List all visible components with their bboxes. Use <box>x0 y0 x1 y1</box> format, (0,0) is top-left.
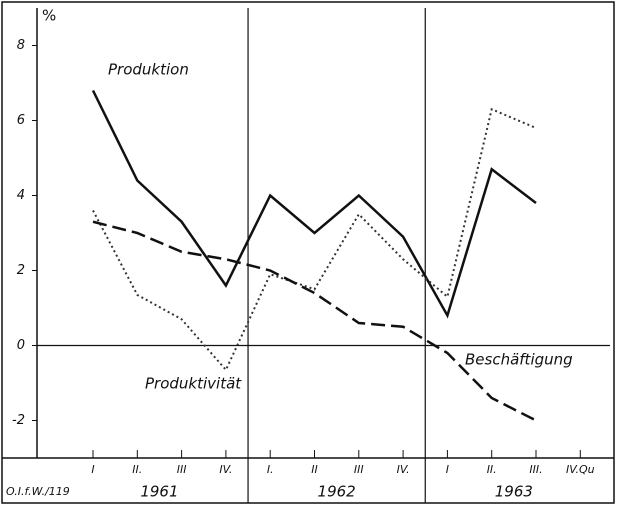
x-tick-label: I <box>91 463 94 476</box>
y-tick-label: 2 <box>17 263 25 278</box>
y-unit: % <box>42 7 56 25</box>
y-tick-label: 0 <box>17 338 25 353</box>
x-tick-label: IV.Qu <box>566 463 595 476</box>
x-tick-label: III <box>354 463 364 476</box>
series-label: Beschäftigung <box>465 351 573 369</box>
x-tick-label: IV. <box>219 463 232 476</box>
x-tick-label: II. <box>487 463 497 476</box>
x-tick-label: I. <box>267 463 274 476</box>
x-tick-label: III. <box>529 463 542 476</box>
series-line <box>92 107 537 372</box>
group-label: 1963 <box>495 483 533 501</box>
y-tick-label: 6 <box>17 113 25 128</box>
x-tick-label: II <box>311 463 318 476</box>
x-tick-label: III <box>177 463 187 476</box>
x-tick-label: IV. <box>397 463 410 476</box>
annotation: O.I.f.W./119 <box>6 485 70 498</box>
y-tick-label: 4 <box>17 188 25 203</box>
series-line <box>92 220 537 422</box>
x-tick-label: I <box>446 463 449 476</box>
group-label: 1962 <box>318 483 356 501</box>
y-tick-label: -2 <box>12 413 25 428</box>
series-line <box>91 89 537 319</box>
group-label: 1961 <box>140 483 178 501</box>
series-label: Produktivität <box>145 375 242 393</box>
x-tick-label: II. <box>132 463 142 476</box>
series-label: Produktion <box>108 61 189 79</box>
y-tick-label: 8 <box>17 38 25 53</box>
